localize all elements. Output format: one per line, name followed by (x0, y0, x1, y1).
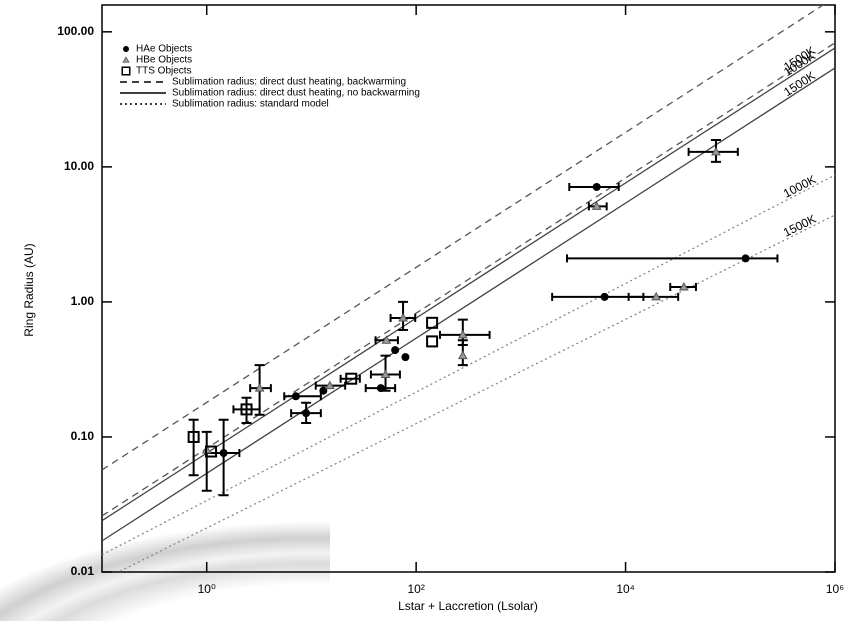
x-error-bar (283, 392, 322, 401)
point (187, 430, 200, 443)
point (711, 146, 721, 156)
point (651, 291, 662, 301)
legend-label: TTS Objects (136, 66, 192, 77)
x-tick-label: 10⁶ (826, 582, 844, 596)
model-line (102, 67, 835, 542)
model-line (102, 42, 835, 517)
point (398, 313, 408, 322)
x-tick-label: 10⁴ (616, 582, 635, 596)
point (381, 335, 392, 344)
point (741, 254, 750, 263)
legend-marker (123, 46, 129, 52)
y-error-bar (201, 430, 212, 492)
y-tick-label: 1.00 (71, 294, 95, 308)
legend-label: Sublimation radius: standard model (172, 99, 329, 110)
y-tick-label: 10.00 (64, 159, 94, 173)
point (205, 445, 218, 458)
point (254, 383, 265, 392)
y-tick-label: 0.01 (71, 564, 95, 578)
point (219, 449, 228, 458)
line-label: 1000K (781, 172, 818, 200)
point (325, 380, 335, 390)
x-tick-label: 10² (407, 582, 424, 596)
legend-label: HAe Objects (136, 44, 192, 55)
point (592, 182, 601, 191)
point (600, 292, 609, 301)
point (426, 316, 439, 329)
point (302, 409, 311, 418)
point (591, 201, 602, 210)
legend-label: Sublimation radius: direct dust heating,… (172, 77, 406, 88)
point (380, 369, 391, 379)
point (401, 353, 410, 362)
legend-label: HBe Objects (136, 55, 192, 66)
y-tick-label: 0.10 (71, 429, 95, 443)
model-line (102, 47, 835, 522)
point (345, 372, 358, 385)
model-line (116, 214, 835, 572)
legend-marker (122, 56, 130, 63)
point (391, 346, 400, 355)
plot-frame (101, 4, 836, 573)
point (678, 281, 689, 291)
point (457, 350, 468, 360)
y-tick-label: 100.00 (57, 24, 94, 38)
x-tick-label: 10⁰ (198, 582, 216, 596)
legend-marker (121, 66, 131, 76)
background-smudge (0, 470, 330, 621)
point (457, 329, 468, 339)
x-axis-label: Lstar + Laccretion (Lsolar) (398, 599, 538, 613)
model-line (102, 5, 825, 471)
point (291, 392, 300, 401)
y-axis-label: Ring Radius (AU) (22, 243, 36, 336)
legend-label: Sublimation radius: direct dust heating,… (172, 88, 420, 99)
y-error-bar (241, 396, 252, 424)
y-error-bar (218, 418, 229, 497)
point (426, 335, 439, 348)
line-label: 1500K (781, 212, 818, 240)
plot-area (102, 5, 835, 572)
y-error-bar (188, 418, 199, 477)
point (240, 403, 253, 416)
